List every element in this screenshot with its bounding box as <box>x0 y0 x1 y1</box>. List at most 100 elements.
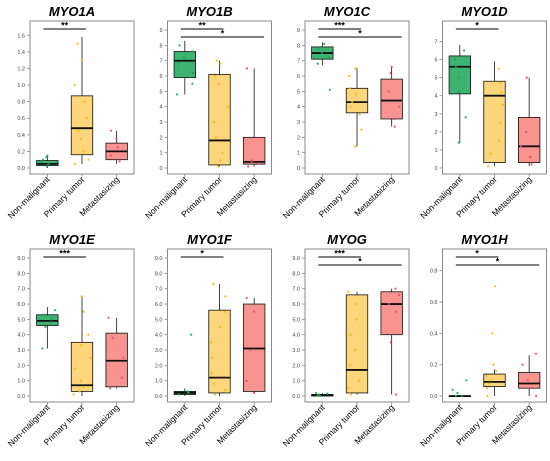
data-point <box>47 162 50 165</box>
y-tick-label: 8.0 <box>292 271 300 277</box>
data-point <box>500 90 503 94</box>
data-point <box>495 369 498 373</box>
y-tick-label: 6 <box>434 58 437 64</box>
data-point <box>83 100 86 103</box>
panel-title: MYO1F <box>187 232 233 247</box>
data-point <box>78 390 81 393</box>
data-point <box>249 348 252 352</box>
data-point <box>186 390 189 393</box>
y-tick-label: 1.0 <box>155 379 163 385</box>
significance-label: * <box>200 249 204 259</box>
data-point <box>355 93 358 96</box>
y-tick-label: 3.0 <box>17 348 25 354</box>
data-point <box>107 316 110 319</box>
data-point <box>219 325 222 329</box>
data-point <box>41 158 45 161</box>
data-point <box>224 388 227 391</box>
data-point <box>451 388 454 391</box>
data-point <box>393 117 396 121</box>
data-point <box>348 74 351 78</box>
data-point <box>355 318 358 321</box>
data-point <box>349 333 352 336</box>
box <box>208 74 231 166</box>
y-tick-label: 8 <box>297 43 300 49</box>
data-point <box>456 391 459 394</box>
data-point <box>323 42 326 45</box>
data-point <box>87 333 90 336</box>
data-point <box>77 129 80 132</box>
y-tick-label: 0.0 <box>17 166 25 172</box>
data-point <box>316 47 319 50</box>
data-point <box>497 139 501 142</box>
data-point <box>389 341 392 344</box>
y-tick-label: 1.0 <box>17 83 25 89</box>
y-tick-label: 1 <box>159 151 162 157</box>
data-point <box>212 382 215 385</box>
y-tick-label: 0.2 <box>430 363 438 369</box>
box <box>380 291 403 336</box>
y-tick-label: 5.0 <box>292 317 300 323</box>
data-point <box>82 150 85 153</box>
data-point <box>45 156 48 159</box>
data-point <box>394 287 397 290</box>
data-point <box>487 165 490 168</box>
data-point <box>80 344 83 347</box>
data-point <box>73 162 76 165</box>
y-tick-label: 0.0 <box>292 394 300 400</box>
data-point <box>109 387 112 390</box>
panel-myo1f: MYO1F0.01.02.03.04.05.06.07.08.09.0Non-m… <box>143 232 272 449</box>
y-tick-label: 8.0 <box>155 271 163 277</box>
y-tick-label: 3.0 <box>155 348 163 354</box>
data-point <box>82 385 85 388</box>
data-point <box>191 82 194 85</box>
y-tick-label: 0.0 <box>430 394 438 400</box>
data-point <box>499 121 502 124</box>
data-point <box>389 71 392 75</box>
y-tick-label: 4 <box>297 105 300 111</box>
y-tick-label: 0.4 <box>430 331 438 337</box>
box <box>70 341 94 392</box>
y-tick-label: 0.8 <box>17 100 25 106</box>
box <box>483 80 506 163</box>
y-tick-label: 1.2 <box>17 66 25 72</box>
panel-title: MYO1A <box>49 4 95 19</box>
significance-label: * <box>475 21 479 31</box>
y-tick-label: 7.0 <box>155 287 163 293</box>
data-point <box>398 105 401 108</box>
data-point <box>190 333 193 336</box>
y-tick-label: 9.0 <box>17 256 25 262</box>
data-point <box>175 93 179 96</box>
data-point <box>394 393 398 396</box>
data-point <box>215 59 218 62</box>
y-tick-label: 1 <box>434 148 437 154</box>
data-point <box>80 295 83 298</box>
data-point <box>247 165 250 168</box>
box <box>518 372 541 389</box>
data-point <box>489 152 492 155</box>
data-point <box>245 296 248 300</box>
significance-label: *** <box>59 249 70 259</box>
data-point <box>109 129 113 132</box>
data-point <box>177 393 180 396</box>
data-point <box>454 65 457 68</box>
data-point <box>116 146 119 149</box>
data-point <box>177 62 180 65</box>
panel-myo1a: MYO1A0.00.20.40.60.81.01.21.41.6Non-mali… <box>6 4 135 221</box>
y-tick-label: 2.0 <box>155 363 163 369</box>
y-tick-label: 0.8 <box>430 269 438 275</box>
data-point <box>326 392 329 395</box>
data-point <box>491 332 494 335</box>
data-point <box>397 293 401 296</box>
data-point <box>348 87 352 90</box>
y-tick-label: 7 <box>297 59 300 65</box>
y-tick-label: 2.0 <box>292 363 300 369</box>
data-point <box>499 81 502 85</box>
data-point <box>390 65 393 68</box>
data-point <box>122 356 125 359</box>
data-point <box>111 336 114 339</box>
data-point <box>73 83 76 87</box>
data-point <box>72 393 75 396</box>
y-tick-label: 9 <box>297 28 300 34</box>
